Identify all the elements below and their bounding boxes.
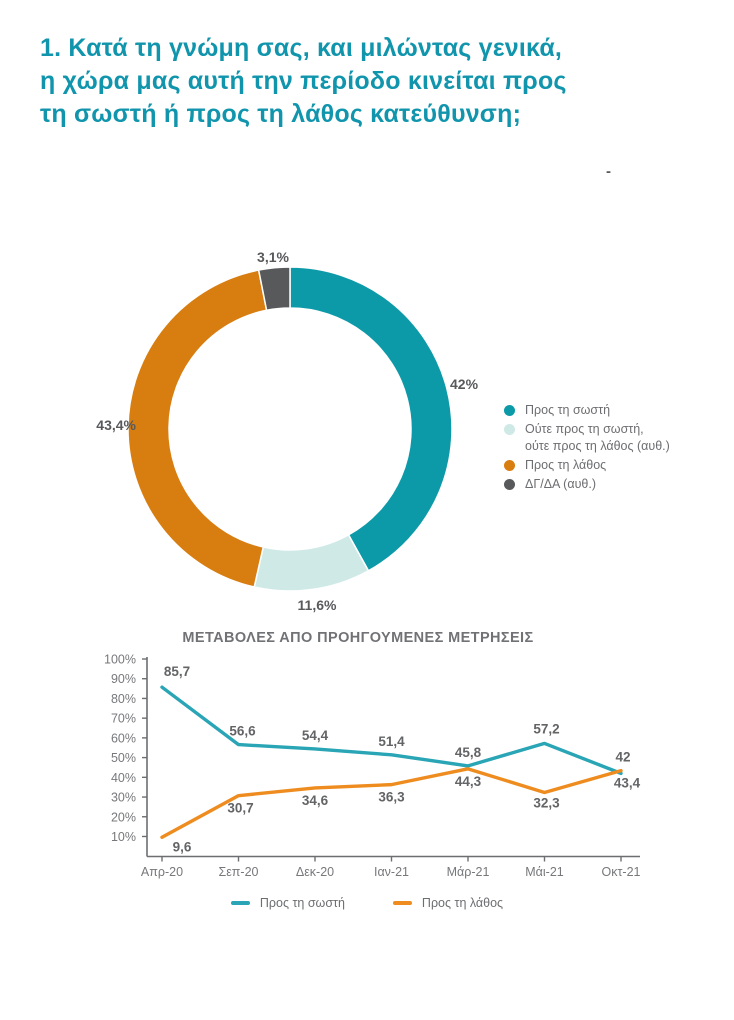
- data-point-label: 57,2: [533, 721, 559, 736]
- data-point-label: 32,3: [533, 796, 560, 811]
- donut-legend-label: Προς τη σωστή: [525, 403, 611, 417]
- line-legend-item-0: Προς τη σωστή: [230, 896, 345, 910]
- line-chart-legend: Προς τη σωστή Προς τη λάθος: [0, 896, 734, 910]
- legend-swatch-icon: [504, 424, 515, 435]
- donut-chart: [127, 266, 453, 592]
- x-axis-tick-label: Απρ-20: [141, 865, 183, 879]
- legend-swatch-icon: [504, 405, 515, 416]
- data-point-label: 43,4: [614, 776, 641, 791]
- legend-swatch-icon: [504, 460, 515, 471]
- donut-label-wrong-direction: 43,4%: [96, 417, 136, 433]
- line-chart-title: ΜΕΤΑΒΟΛΕΣ ΑΠΟ ΠΡΟΗΓΟΥΜΕΝΕΣ ΜΕΤΡΗΣΕΙΣ: [182, 630, 534, 646]
- data-point-label: 44,3: [455, 774, 482, 789]
- line-legend-item-1: Προς τη λάθος: [392, 896, 504, 910]
- x-axis-tick-label: Μάρ-21: [447, 865, 490, 879]
- y-axis-tick-label: 80%: [111, 692, 136, 706]
- data-point-label: 51,4: [378, 734, 405, 749]
- donut-legend-item-1: Ούτε προς τη σωστή, ούτε προς τη λάθος (…: [504, 421, 729, 455]
- data-point-label: 45,8: [455, 745, 482, 760]
- donut-legend-label: Ούτε προς τη σωστή, ούτε προς τη λάθος (…: [525, 422, 670, 453]
- line-chart-container: 100% 90% 80% 70% 60% 50% 40% 30% 20% 10% Απρ-20 Σεπ…: [95, 645, 675, 890]
- x-axis-tick-label: Μάι-21: [525, 865, 564, 879]
- line-legend-label: Προς τη σωστή: [259, 896, 345, 910]
- donut-legend-item-3: ΔΓ/ΔΑ (αυθ.): [504, 476, 729, 493]
- data-point-label: 9,6: [173, 839, 192, 854]
- donut-chart-container: [120, 259, 460, 599]
- top-right-dash-mark: -: [606, 163, 611, 180]
- legend-dash-icon: [230, 901, 250, 905]
- donut-slice-3: [257, 266, 291, 312]
- data-point-label: 34,6: [302, 793, 329, 808]
- data-point-label: 56,6: [229, 724, 256, 739]
- data-point-label: 36,3: [378, 790, 405, 805]
- x-axis-tick-label: Οκτ-21: [602, 865, 641, 879]
- data-point-label: 30,7: [227, 801, 253, 816]
- donut-slice-0: [289, 266, 453, 572]
- donut-label-dgda: 3,1%: [257, 249, 289, 265]
- data-point-label: 42: [615, 749, 630, 764]
- y-axis-tick-label: 100%: [104, 653, 136, 667]
- y-axis-tick-label: 30%: [111, 791, 136, 805]
- donut-label-neither: 11,6%: [297, 597, 337, 613]
- y-axis-tick-label: 40%: [111, 771, 136, 785]
- y-axis-tick-label: 20%: [111, 810, 136, 824]
- donut-slice-1: [253, 533, 370, 592]
- y-axis-tick-label: 10%: [111, 830, 136, 844]
- data-point-label: 85,7: [164, 664, 190, 679]
- donut-legend-item-2: Προς τη λάθος: [504, 457, 729, 474]
- x-axis-tick-label: Ιαν-21: [374, 865, 409, 879]
- x-axis-tick-label: Σεπ-20: [219, 865, 259, 879]
- donut-legend-label: Προς τη λάθος: [525, 458, 607, 472]
- legend-swatch-icon: [504, 479, 515, 490]
- y-axis-tick-label: 90%: [111, 672, 136, 686]
- donut-legend-label: ΔΓ/ΔΑ (αυθ.): [525, 477, 596, 491]
- donut-legend-item-0: Προς τη σωστή: [504, 402, 729, 419]
- y-axis-tick-label: 60%: [111, 731, 136, 745]
- donut-label-right-direction: 42%: [450, 376, 479, 392]
- data-point-label: 54,4: [302, 728, 329, 743]
- y-axis-tick-label: 50%: [111, 751, 136, 765]
- question-title: 1. Κατά τη γνώμη σας, και μιλώντας γενικ…: [40, 34, 567, 128]
- x-axis-tick-label: Δεκ-20: [296, 865, 334, 879]
- line-series-1: [160, 767, 623, 839]
- line-legend-label: Προς τη λάθος: [421, 896, 504, 910]
- y-axis-tick-label: 70%: [111, 712, 136, 726]
- donut-legend: Προς τη σωστή Ούτε προς τη σωστή, ούτε πρ…: [504, 402, 729, 495]
- legend-dash-icon: [392, 901, 412, 905]
- line-series-0: [160, 685, 623, 776]
- donut-slice-2: [127, 269, 268, 588]
- line-chart: 100% 90% 80% 70% 60% 50% 40% 30% 20% 10% Απρ-20 Σεπ…: [104, 653, 641, 880]
